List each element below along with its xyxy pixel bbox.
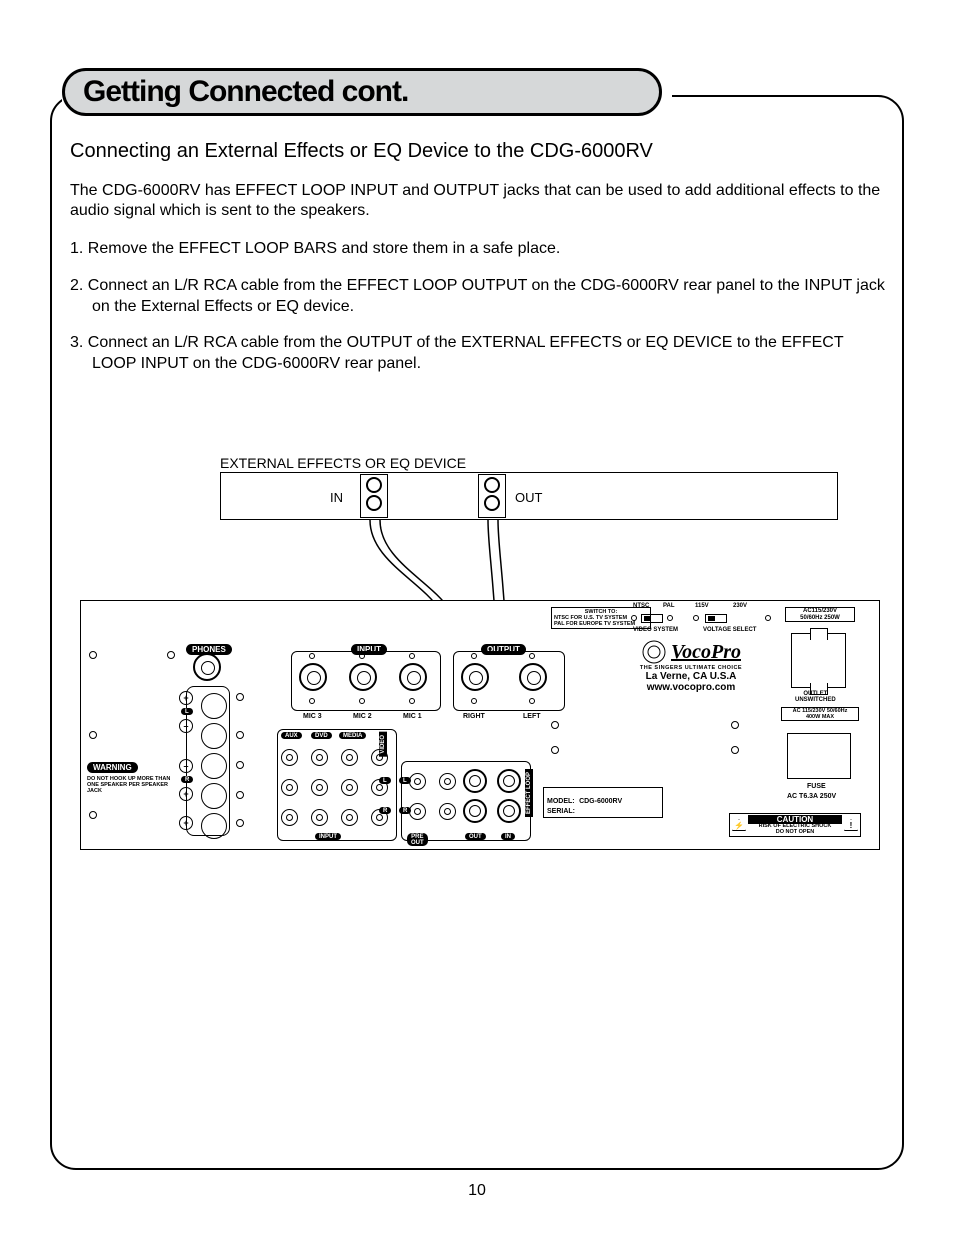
v230-label: 230V xyxy=(733,603,747,609)
dvd-label: DVD xyxy=(311,732,332,739)
rear-panel: PHONES L R WARNING DO NOT HOOK UP MORE T… xyxy=(80,600,880,850)
out-right-label: RIGHT xyxy=(463,713,485,720)
page-number: 10 xyxy=(0,1182,954,1200)
outlet xyxy=(791,633,846,688)
exclaim-icon: ! xyxy=(844,819,858,831)
step-1: 1. Remove the EFFECT LOOP BARS and store… xyxy=(70,239,890,260)
mic3-label: MIC 3 xyxy=(303,713,322,720)
ext-out-jacks xyxy=(478,474,506,518)
fuse-label: FUSE xyxy=(807,783,826,790)
term-r-plus2 xyxy=(179,816,193,830)
subheading: Connecting an External Effects or EQ Dev… xyxy=(70,140,890,163)
video-system-switch xyxy=(641,614,663,623)
outlet-label: OUTLET UNSWITCHED xyxy=(795,691,836,703)
term-r-minus xyxy=(179,759,193,773)
media-label: MEDIA xyxy=(339,732,366,739)
v115-label: 115V xyxy=(695,603,709,609)
content-block: Connecting an External Effects or EQ Dev… xyxy=(70,140,890,391)
brand-block: VocoPro THE SINGERS ULTIMATE CHOICE La V… xyxy=(591,639,791,693)
video-system-label: VIDEO SYSTEM xyxy=(633,627,678,633)
voltage-select-label: VOLTAGE SELECT xyxy=(703,627,756,633)
model-box: MODEL: CDG-6000RV SERIAL: xyxy=(543,787,663,818)
steps-list: 1. Remove the EFFECT LOOP BARS and store… xyxy=(70,239,890,375)
brand-url: www.vocopro.com xyxy=(591,682,791,693)
pal-label: PAL xyxy=(663,603,675,609)
intro-paragraph: The CDG-6000RV has EFFECT LOOP INPUT and… xyxy=(70,181,890,221)
term-l-plus xyxy=(179,691,193,705)
out-left-jack xyxy=(519,663,547,691)
mic1-label: MIC 1 xyxy=(403,713,422,720)
out-left-label: LEFT xyxy=(523,713,541,720)
ac-spec-box: AC115/230V 50/60Hz 250W xyxy=(785,607,855,622)
warning-box: WARNING DO NOT HOOK UP MORE THAN ONE SPE… xyxy=(87,757,175,794)
model-value: CDG-6000RV xyxy=(579,798,622,805)
caution-box: ⚡ CAUTION RISK OF ELECTRIC SHOCK DO NOT … xyxy=(729,813,861,837)
external-in-label: IN xyxy=(330,490,343,505)
brand-city: La Verne, CA U.S.A xyxy=(591,671,791,682)
ext-in-jacks xyxy=(360,474,388,518)
lion-icon xyxy=(641,639,667,665)
step-2: 2. Connect an L/R RCA cable from the EFF… xyxy=(70,276,890,318)
serial-label: SERIAL: xyxy=(547,808,659,815)
step-3: 3. Connect an L/R RCA cable from the OUT… xyxy=(70,333,890,375)
ntsc-label: NTSC xyxy=(633,603,649,609)
mic1-jack xyxy=(399,663,427,691)
spk-l2 xyxy=(201,723,227,749)
spk-l1 xyxy=(201,693,227,719)
av-input-label: INPUT xyxy=(315,833,341,840)
fuse-holder xyxy=(787,733,851,779)
bolt-icon: ⚡ xyxy=(732,819,746,831)
spk-l-label: L xyxy=(181,708,193,715)
caution-sub: RISK OF ELECTRIC SHOCK DO NOT OPEN xyxy=(748,824,842,835)
fuse-spec: AC T6.3A 250V xyxy=(787,793,836,800)
term-r-plus xyxy=(179,787,193,801)
outlet-spec: AC 115/230V 50/60Hz 400W MAX xyxy=(781,707,859,721)
spk-r1 xyxy=(201,753,227,779)
mic2-label: MIC 2 xyxy=(353,713,372,720)
spk-r3 xyxy=(201,813,227,839)
loop-in-label: IN xyxy=(501,833,515,840)
external-device-label: EXTERNAL EFFECTS OR EQ DEVICE xyxy=(220,455,466,471)
spk-r2 xyxy=(201,783,227,809)
term-l-minus xyxy=(179,719,193,733)
aux-label: AUX xyxy=(281,732,302,739)
mic2-jack xyxy=(349,663,377,691)
brand-name: VocoPro xyxy=(671,641,741,664)
out-right-jack xyxy=(461,663,489,691)
mic3-jack xyxy=(299,663,327,691)
external-out-label: OUT xyxy=(515,490,542,505)
spk-r-label: R xyxy=(181,776,193,783)
voltage-switch xyxy=(705,614,727,623)
phones-jack xyxy=(193,653,221,681)
loop-out-label: OUT xyxy=(465,833,486,840)
effect-loop-label: EFFECT LOOP xyxy=(525,769,533,817)
preout-label: PRE OUT xyxy=(407,833,428,846)
